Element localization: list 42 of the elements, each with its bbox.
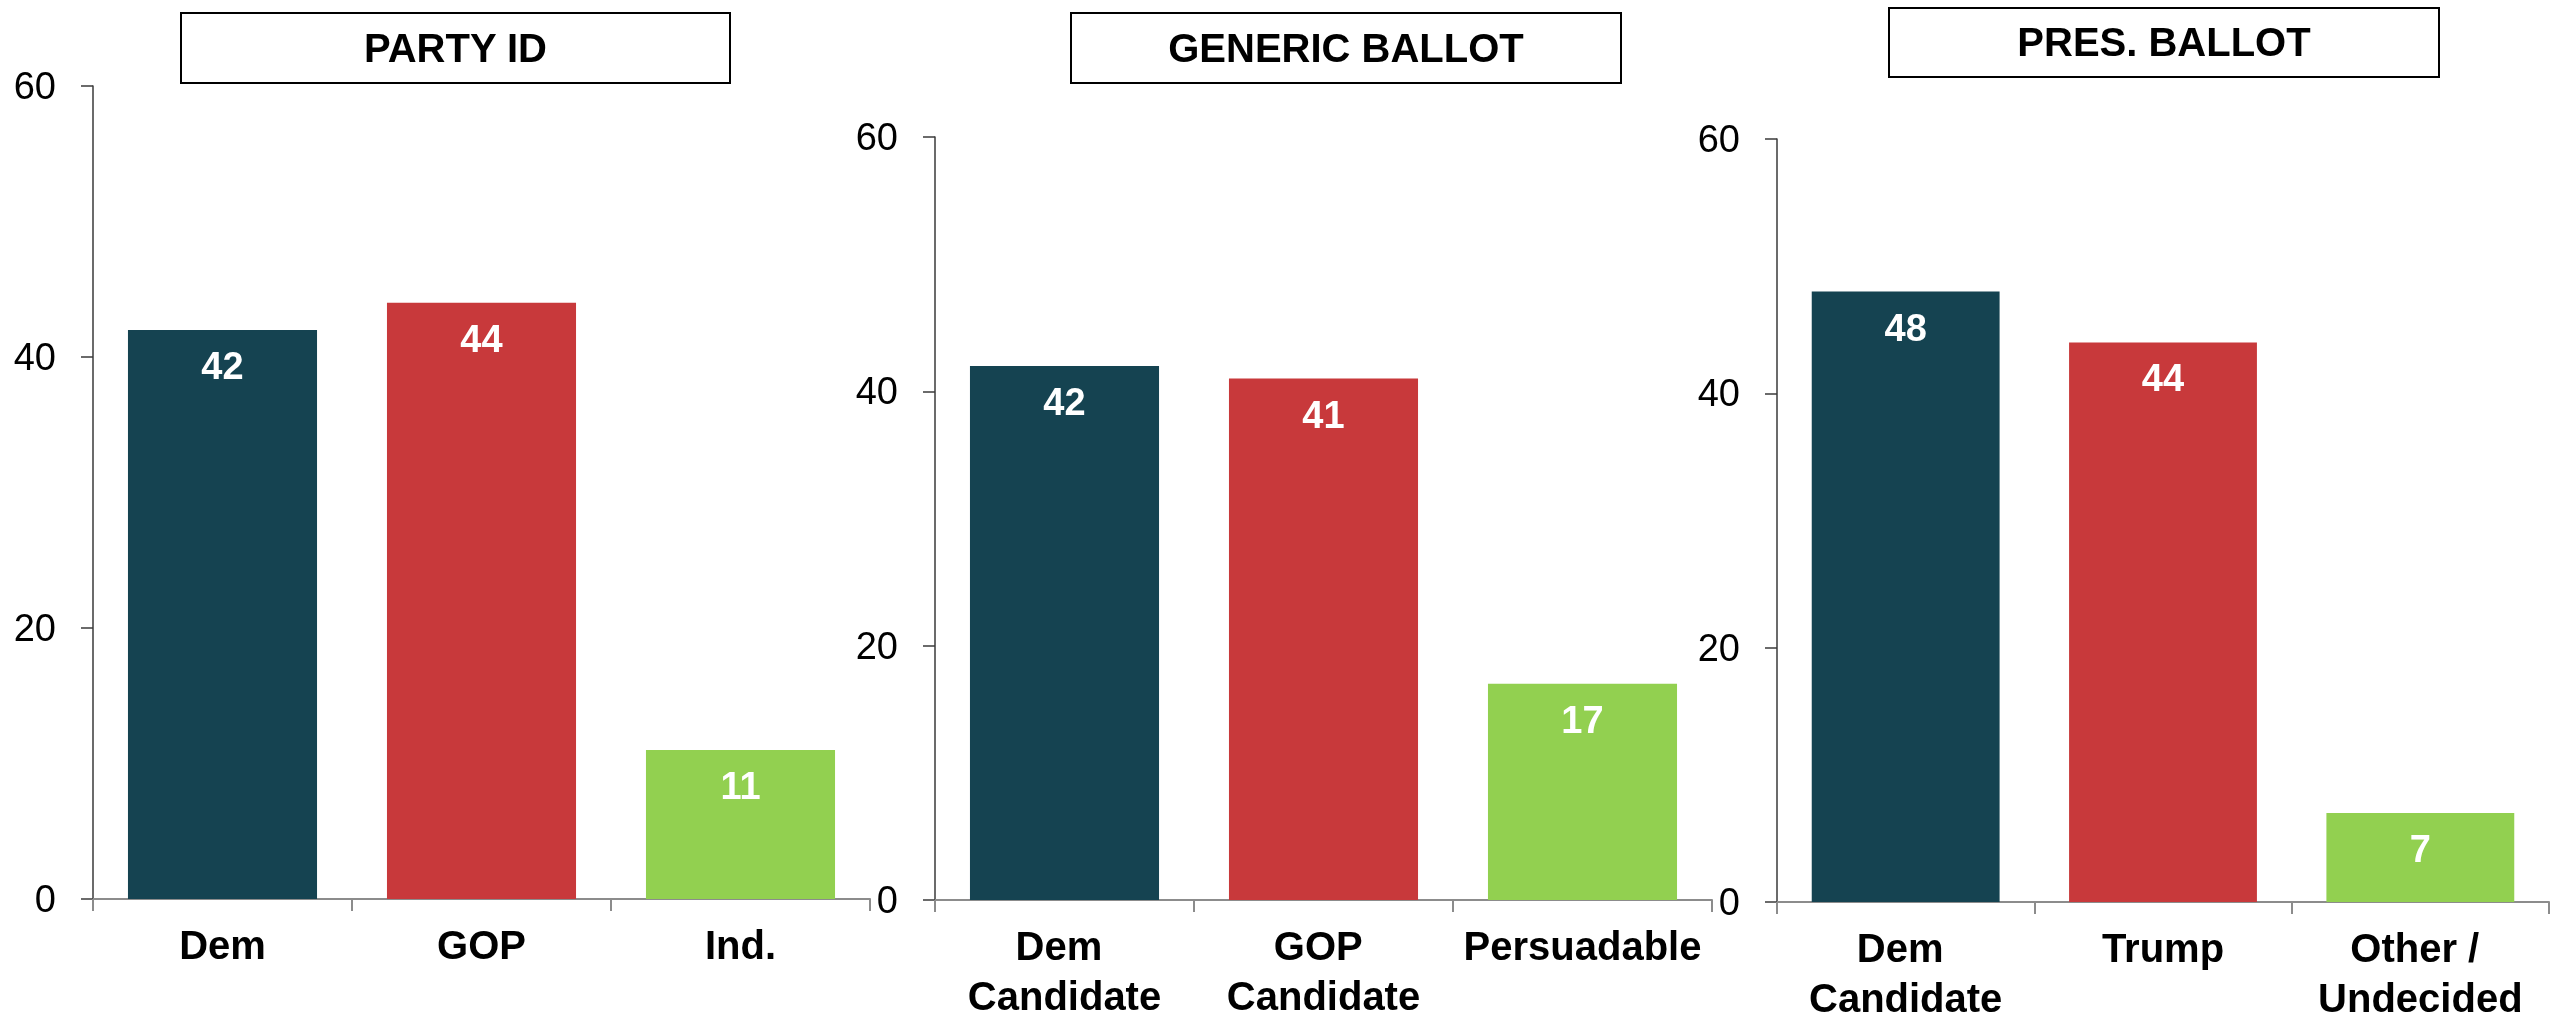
bar [969, 365, 1160, 900]
bar [2069, 342, 2257, 902]
x-tick-label: Dem Candidate [967, 924, 1162, 1018]
bar [2326, 812, 2515, 902]
y-tick-label: 60 [1697, 118, 1740, 160]
y-tick-label: 60 [855, 116, 898, 158]
data-label: 17 [1561, 698, 1604, 741]
chart-title: PRES. BALLOT [1888, 7, 2440, 78]
x-tick-label: Trump [2101, 926, 2225, 970]
bar [1487, 683, 1678, 900]
x-tick-label: Ind. [704, 923, 777, 967]
data-label: 41 [1302, 393, 1345, 436]
chart-title: PARTY ID [180, 12, 731, 84]
x-tick-label: Dem Candidate [1808, 926, 2003, 1020]
data-label: 44 [2141, 357, 2185, 400]
bar [127, 329, 318, 899]
y-tick-label: 0 [1718, 881, 1740, 923]
data-label: 42 [201, 344, 244, 387]
y-tick-label: 40 [855, 370, 898, 413]
data-label: 42 [1043, 380, 1086, 423]
y-tick-label: 0 [34, 878, 56, 920]
y-tick-label: 20 [13, 607, 56, 649]
x-tick-label: GOP [437, 923, 526, 967]
chart-title: GENERIC BALLOT [1070, 12, 1622, 84]
data-label: 44 [460, 317, 503, 360]
data-label: 7 [2409, 827, 2431, 870]
y-tick-label: 40 [13, 336, 56, 378]
x-tick-label: Persuadable [1463, 924, 1702, 968]
x-tick-label: Dem [179, 923, 266, 967]
bar [386, 302, 577, 899]
data-label: 48 [1884, 306, 1927, 349]
y-tick-label: 20 [1697, 626, 1740, 669]
y-tick-label: 20 [855, 624, 898, 667]
bar [645, 749, 836, 899]
x-tick-label: GOP Candidate [1226, 924, 1421, 1018]
y-tick-label: 60 [13, 65, 56, 107]
y-tick-label: 0 [876, 879, 898, 921]
data-label: 11 [720, 764, 761, 807]
bar [1228, 378, 1419, 900]
y-tick-label: 40 [1697, 372, 1740, 415]
bar [1811, 291, 2000, 902]
x-tick-label: Other / Undecided [2318, 926, 2523, 1020]
